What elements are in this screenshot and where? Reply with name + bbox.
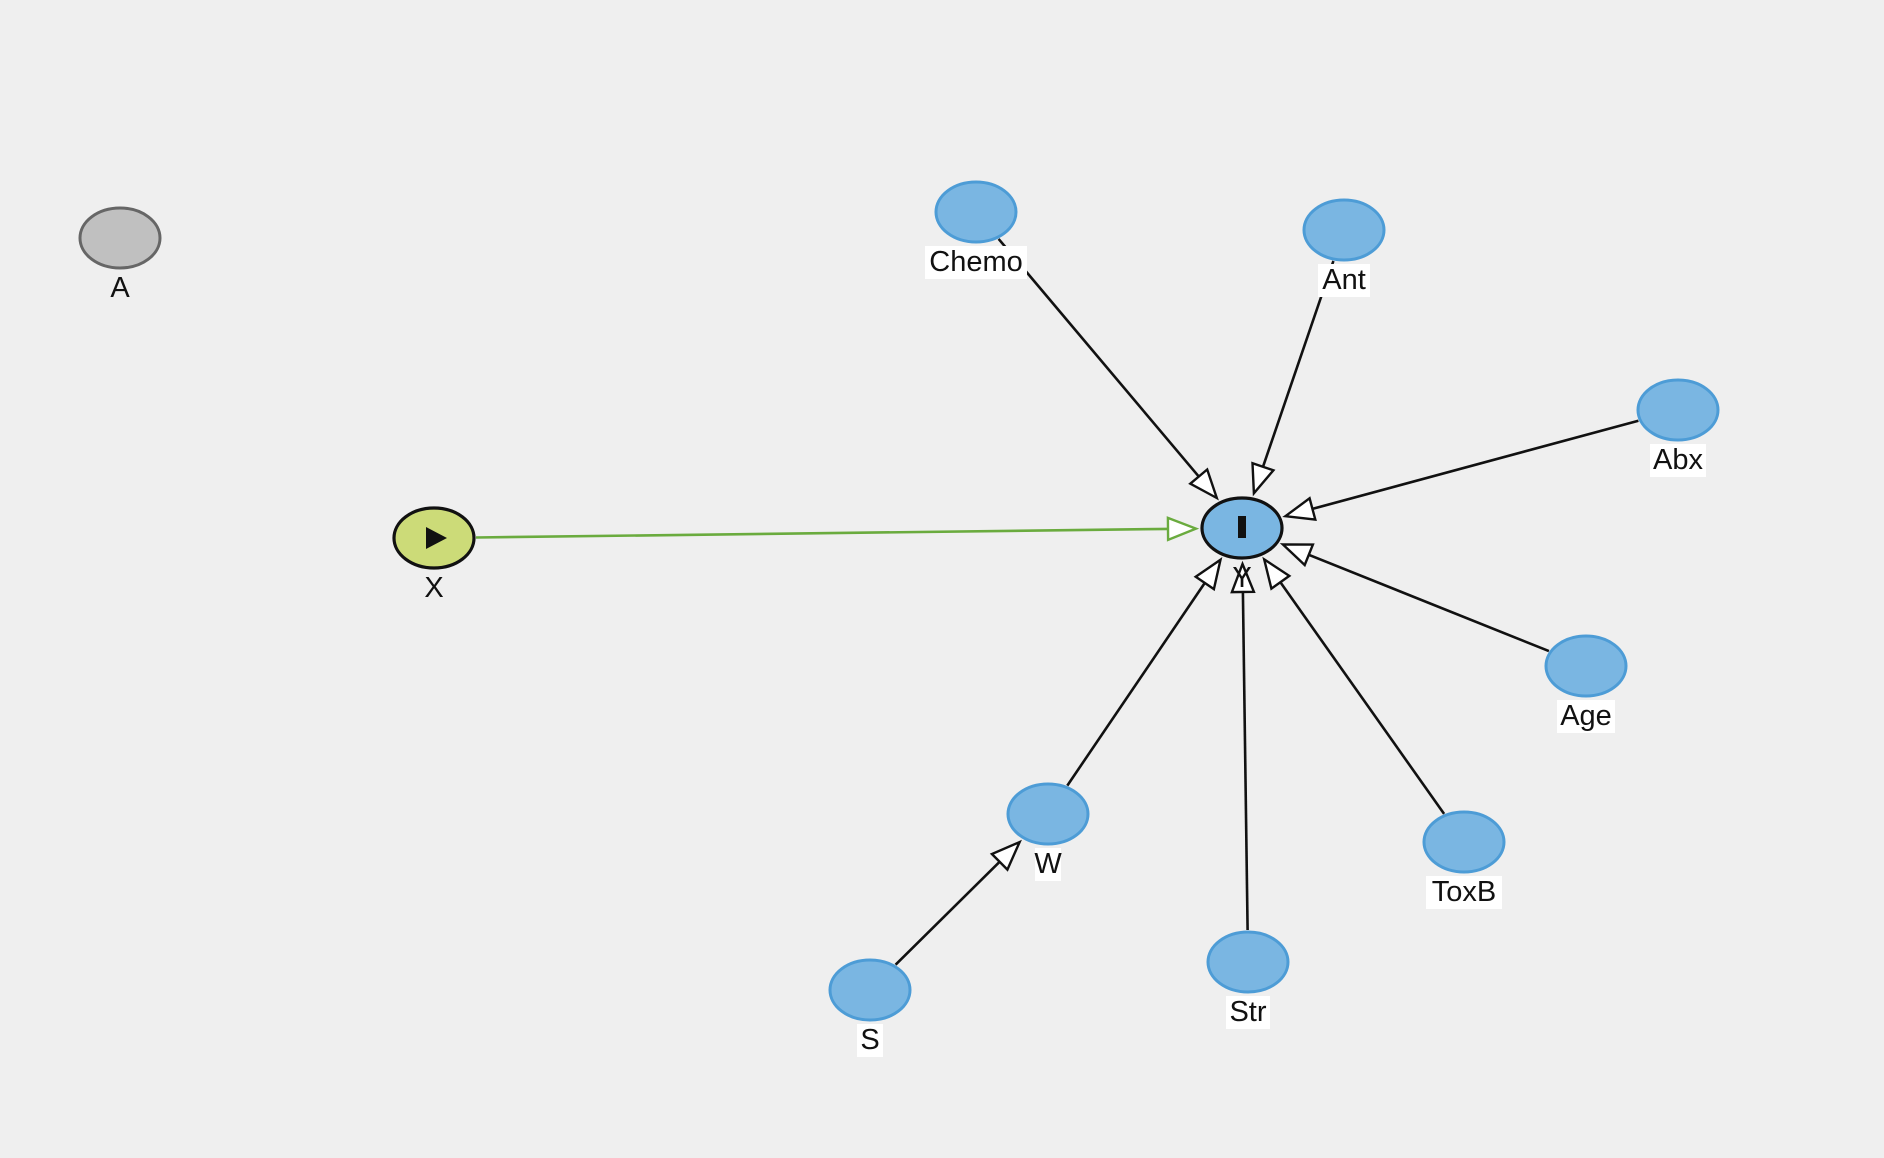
arrowhead-icon	[989, 839, 1022, 872]
node-ellipse	[934, 180, 1018, 244]
edge-chemo-to-y[interactable]	[997, 238, 1219, 501]
node-label: A	[110, 272, 130, 304]
edge-line	[997, 238, 1200, 478]
node-ellipse	[1422, 810, 1506, 874]
node-label: Y	[1232, 562, 1251, 594]
node-label-background	[1557, 700, 1615, 733]
node-label: X	[424, 572, 443, 604]
arrowhead-icon	[1188, 467, 1219, 501]
node-s[interactable]: S	[828, 958, 912, 1057]
node-label-background	[857, 1024, 883, 1057]
node-ellipse	[78, 206, 162, 270]
arrowhead-icon	[1193, 556, 1223, 592]
edge-line	[475, 527, 1169, 539]
edge-line	[1308, 553, 1550, 653]
edge-w-to-y[interactable]	[1066, 556, 1223, 787]
arrowhead-icon	[1262, 556, 1292, 591]
node-label-background	[1318, 264, 1370, 297]
node-label: Chemo	[929, 246, 1023, 278]
node-label: Age	[1560, 700, 1612, 732]
node-abx[interactable]: Abx	[1636, 378, 1720, 477]
arrowhead-icon	[1279, 543, 1315, 568]
node-chemo[interactable]: Chemo	[925, 180, 1027, 279]
arrowhead-icon	[1230, 560, 1256, 594]
arrowhead-icon	[1282, 496, 1317, 521]
edge-line	[1312, 419, 1639, 511]
node-ellipse	[1636, 378, 1720, 442]
node-a[interactable]: A	[78, 206, 162, 304]
node-label-background	[925, 246, 1027, 279]
play-icon	[426, 527, 447, 549]
node-ellipse	[1206, 930, 1290, 994]
edges-layer	[475, 238, 1639, 966]
node-str[interactable]: Str	[1206, 930, 1290, 1029]
edge-line	[894, 860, 1001, 966]
outcome-bar-icon	[1238, 516, 1246, 538]
node-label-background	[1650, 444, 1706, 477]
node-label: Ant	[1322, 264, 1366, 296]
edge-toxb-to-y[interactable]	[1262, 556, 1446, 815]
arrowhead-icon	[1251, 461, 1276, 497]
edge-str-to-y[interactable]	[1230, 560, 1256, 931]
node-ellipse	[1544, 634, 1628, 698]
node-label: W	[1034, 848, 1062, 880]
node-toxb[interactable]: ToxB	[1422, 810, 1506, 909]
node-y[interactable]: Y	[1200, 496, 1284, 594]
arrowhead-icon	[1166, 516, 1200, 542]
node-ellipse	[828, 958, 912, 1022]
nodes-layer: A X Y Chemo Ant Abx Age ToxB Str W S	[78, 180, 1720, 1057]
node-label-background	[1035, 848, 1061, 881]
edge-x-to-y[interactable]	[475, 516, 1200, 542]
edge-age-to-y[interactable]	[1279, 543, 1550, 653]
node-age[interactable]: Age	[1544, 634, 1628, 733]
edge-s-to-w[interactable]	[894, 839, 1022, 966]
node-label-background	[1426, 876, 1502, 909]
node-label: S	[860, 1024, 879, 1056]
node-label-background	[1226, 996, 1270, 1029]
node-w[interactable]: W	[1006, 782, 1090, 881]
node-ant[interactable]: Ant	[1302, 198, 1386, 297]
edge-line	[1066, 582, 1206, 787]
edge-line	[1241, 591, 1249, 931]
node-label: Str	[1229, 996, 1266, 1028]
node-x[interactable]: X	[392, 506, 476, 604]
edge-abx-to-y[interactable]	[1282, 419, 1639, 521]
edge-line	[1279, 581, 1446, 815]
node-label: ToxB	[1432, 876, 1496, 908]
node-ellipse	[1302, 198, 1386, 262]
node-ellipse	[1006, 782, 1090, 846]
node-label: Abx	[1653, 444, 1703, 476]
